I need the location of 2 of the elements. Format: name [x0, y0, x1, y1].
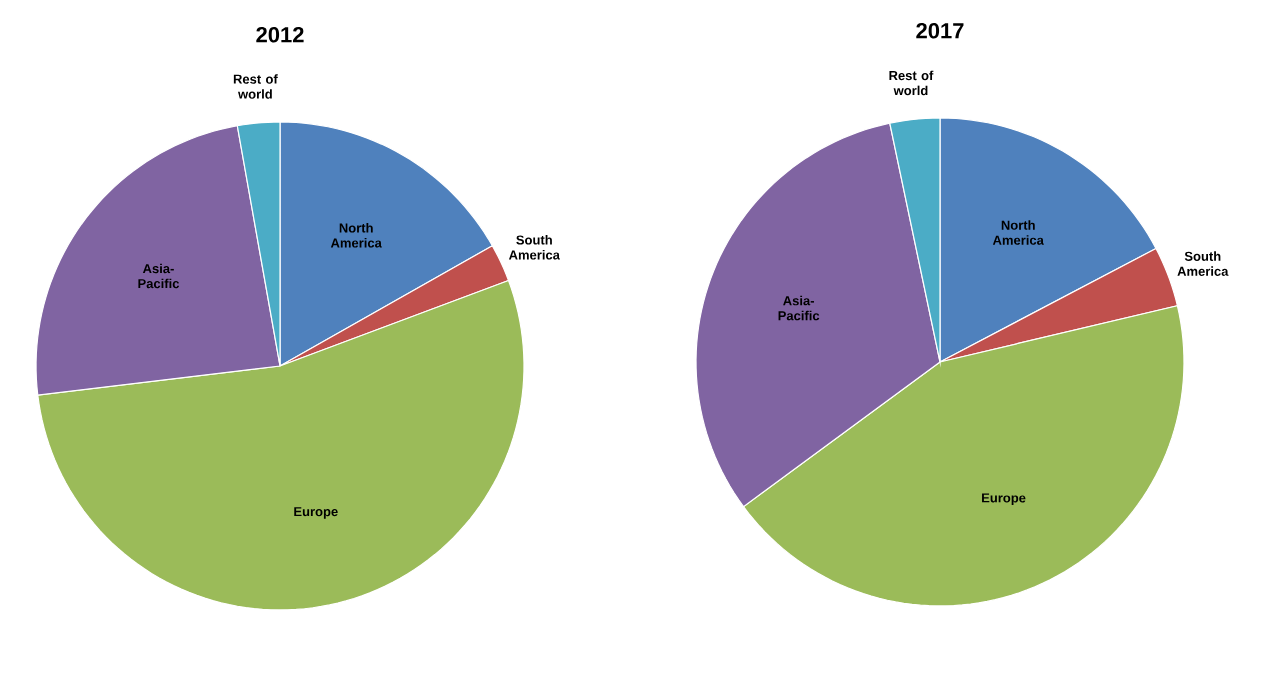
chart-title: 2012: [256, 26, 304, 43]
chart-title: 2017: [916, 22, 964, 39]
